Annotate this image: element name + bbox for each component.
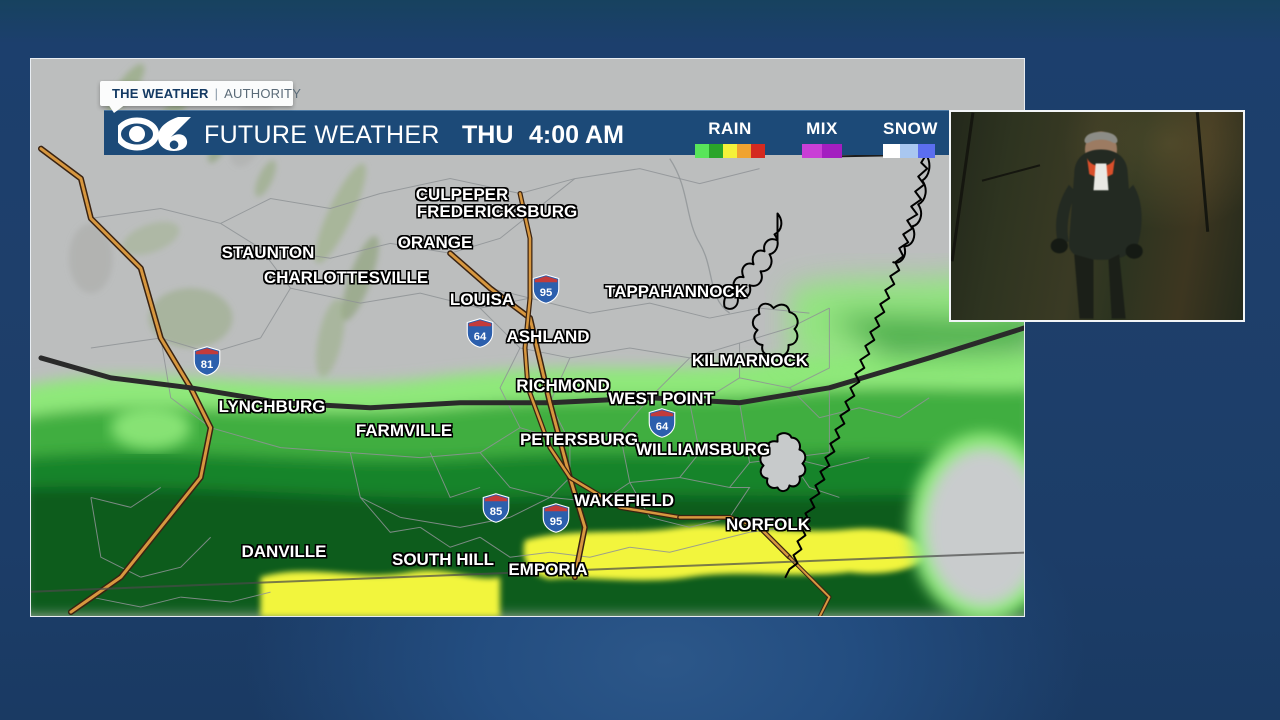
svg-text:64: 64 xyxy=(656,421,669,433)
svg-text:95: 95 xyxy=(540,287,553,299)
svg-text:64: 64 xyxy=(474,331,487,343)
svg-text:95: 95 xyxy=(550,516,563,528)
svg-text:85: 85 xyxy=(490,506,503,518)
svg-text:81: 81 xyxy=(201,359,214,371)
